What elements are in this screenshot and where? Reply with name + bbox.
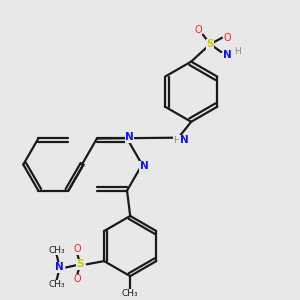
Text: S: S bbox=[76, 259, 84, 269]
Text: O: O bbox=[74, 244, 81, 254]
Text: H: H bbox=[173, 136, 180, 145]
Text: O: O bbox=[224, 33, 231, 43]
Text: H: H bbox=[234, 47, 241, 56]
Text: O: O bbox=[194, 25, 202, 35]
Text: N: N bbox=[223, 50, 232, 60]
Text: CH₃: CH₃ bbox=[48, 280, 65, 290]
Text: CH₃: CH₃ bbox=[48, 245, 65, 254]
Text: S: S bbox=[206, 39, 214, 49]
Text: N: N bbox=[140, 161, 148, 172]
Text: N: N bbox=[125, 132, 134, 142]
Text: O: O bbox=[74, 274, 81, 284]
Text: CH₃: CH₃ bbox=[122, 289, 139, 298]
Text: N: N bbox=[180, 135, 189, 145]
Text: N: N bbox=[56, 262, 64, 272]
